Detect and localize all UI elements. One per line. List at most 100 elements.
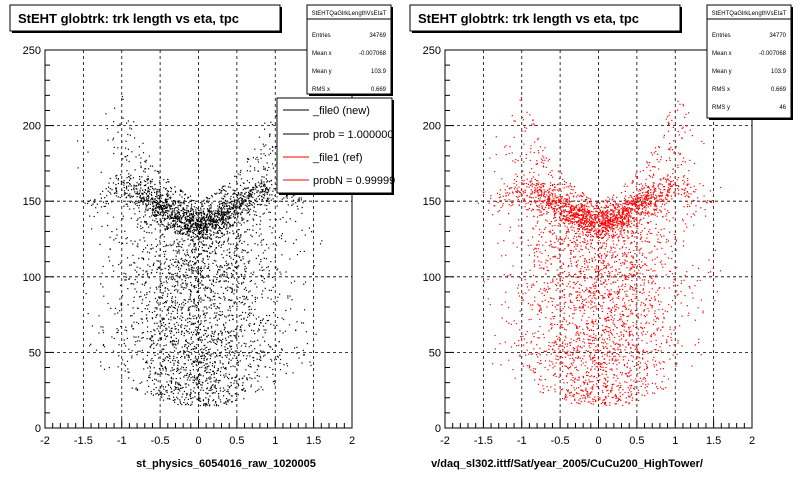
left-scatter-point xyxy=(185,367,187,369)
left-scatter-point xyxy=(137,218,139,220)
left-scatter-point xyxy=(225,401,227,403)
left-scatter-point xyxy=(178,202,180,204)
left-scatter-point xyxy=(189,195,191,197)
left-scatter-point xyxy=(170,292,172,294)
left-scatter-point xyxy=(270,298,272,300)
left-scatter-point xyxy=(236,298,238,300)
left-scatter-point xyxy=(220,214,222,216)
left-scatter-point xyxy=(225,280,228,282)
left-scatter-point xyxy=(210,291,212,293)
left-scatter-point xyxy=(219,226,221,228)
left-scatter-point xyxy=(147,190,149,193)
right-scatter-point xyxy=(551,233,553,235)
left-scatter-point xyxy=(236,194,238,196)
left-scatter-point xyxy=(267,180,269,182)
left-scatter-point xyxy=(184,383,186,385)
left-scatter-point xyxy=(166,356,168,358)
left-scatter-point xyxy=(155,214,157,216)
left-scatter-point xyxy=(115,189,117,192)
left-scatter-point xyxy=(174,307,176,309)
left-scatter-point xyxy=(274,359,276,361)
left-scatter-point xyxy=(198,324,200,326)
left-scatter-point xyxy=(241,345,243,347)
left-scatter-point xyxy=(200,214,203,216)
left-scatter-point xyxy=(197,232,199,234)
right-scatter-point xyxy=(602,259,604,261)
left-scatter-point xyxy=(193,244,195,246)
left-scatter-point xyxy=(249,208,252,210)
left-scatter-point xyxy=(223,216,225,218)
left-scatter-point xyxy=(176,246,178,248)
left-scatter-point xyxy=(206,335,208,337)
right-scatter-point xyxy=(561,249,563,251)
left-scatter-point xyxy=(130,185,132,187)
left-scatter-point xyxy=(259,320,262,322)
right-scatter-point xyxy=(517,292,520,294)
left-scatter-point xyxy=(162,205,164,207)
left-scatter-point xyxy=(156,288,158,290)
left-scatter-point xyxy=(196,291,198,293)
right-scatter-point xyxy=(607,389,609,391)
right-scatter-point xyxy=(625,220,628,222)
right-scatter-point xyxy=(623,364,626,366)
left-scatter-point xyxy=(207,209,209,211)
left-scatter-point xyxy=(203,355,205,357)
left-scatter-point xyxy=(172,203,174,205)
left-scatter-point xyxy=(199,381,201,383)
left-scatter-point xyxy=(190,199,192,201)
left-scatter-point xyxy=(159,180,161,182)
left-scatter-point xyxy=(276,205,278,207)
left-scatter-point xyxy=(229,202,231,204)
right-scatter-point xyxy=(558,274,560,276)
right-scatter-point xyxy=(604,286,606,288)
left-scatter-point xyxy=(122,158,124,160)
left-scatter-point xyxy=(193,228,195,230)
right-scatter-point xyxy=(634,270,636,272)
left-scatter-point xyxy=(149,224,151,226)
left-scatter-point xyxy=(260,191,262,193)
left-scatter-point xyxy=(197,339,199,341)
left-scatter-point xyxy=(213,213,215,215)
left-scatter-point xyxy=(202,362,204,364)
left-scatter-point xyxy=(261,319,263,321)
left-scatter-point xyxy=(269,366,271,369)
left-scatter-point xyxy=(191,223,193,225)
left-scatter-point xyxy=(209,210,211,212)
left-scatter-point xyxy=(156,214,158,216)
left-scatter-point xyxy=(181,279,183,281)
left-scatter-point xyxy=(199,212,201,214)
left-scatter-point xyxy=(221,215,223,217)
left-scatter-point xyxy=(169,351,171,353)
left-scatter-point xyxy=(146,200,148,202)
left-scatter-point xyxy=(197,272,199,275)
left-scatter-point xyxy=(261,266,263,268)
left-scatter-point xyxy=(237,325,239,327)
left-stats-label: Mean x xyxy=(312,51,332,57)
left-scatter-point xyxy=(174,261,176,263)
left-scatter-point xyxy=(233,192,235,194)
left-scatter-point xyxy=(234,335,236,337)
left-scatter-point xyxy=(180,325,182,327)
left-scatter-point xyxy=(191,284,193,286)
left-scatter-point xyxy=(169,398,171,400)
left-scatter-point xyxy=(233,277,236,279)
left-scatter-point xyxy=(151,178,153,181)
left-scatter-point xyxy=(178,331,180,333)
left-scatter-point xyxy=(140,291,142,293)
left-scatter-point xyxy=(187,219,189,221)
left-scatter-point xyxy=(215,247,217,249)
left-scatter-point xyxy=(154,212,156,214)
left-scatter-point xyxy=(158,267,160,269)
left-scatter-point xyxy=(136,245,138,247)
left-scatter-point xyxy=(166,194,168,196)
right-scatter-point xyxy=(565,206,568,208)
left-scatter-point xyxy=(200,297,202,299)
left-scatter-point xyxy=(254,214,256,216)
left-scatter-point xyxy=(256,190,258,192)
left-scatter-point xyxy=(199,272,201,274)
left-scatter-point xyxy=(276,196,278,198)
right-scatter-point xyxy=(553,217,555,219)
left-scatter-point xyxy=(116,191,118,193)
right-scatter-point xyxy=(579,351,581,353)
left-scatter-point xyxy=(196,220,198,222)
